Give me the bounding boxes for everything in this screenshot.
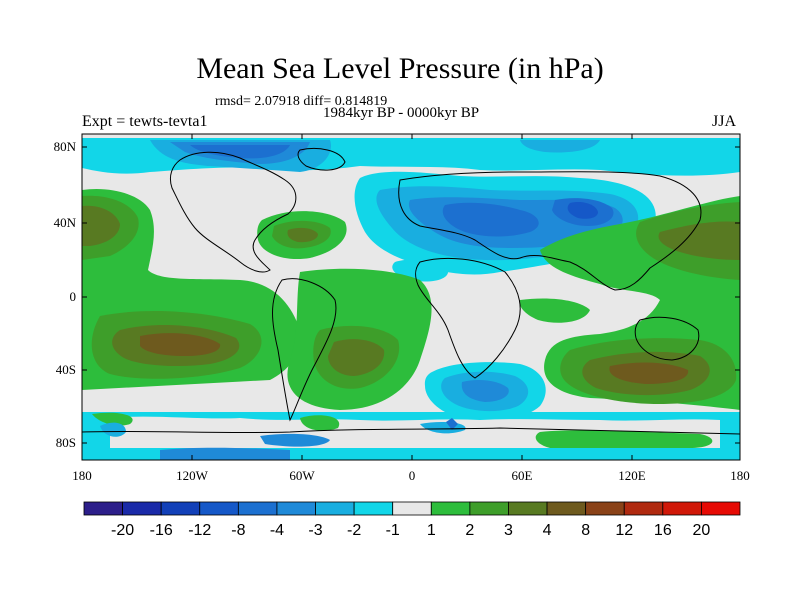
time-slice-subtitle: 1984kyr BP - 0000kyr BP: [323, 105, 480, 121]
colorbar-swatch: [508, 501, 548, 516]
colorbar-label: -2: [347, 522, 361, 539]
colorbar-swatch: [237, 501, 278, 516]
colorbar-swatch: [546, 501, 587, 516]
experiment-label: Expt = tewts-tevta1: [82, 113, 208, 130]
lon-label: 0: [409, 468, 416, 483]
colorbar-swatch: [585, 501, 625, 516]
colorbar-swatch: [623, 501, 664, 516]
colorbar-swatch: [199, 501, 239, 516]
colorbar-swatch: [160, 501, 201, 516]
greenland-outline: [297, 148, 346, 171]
lat-label: 40N: [54, 215, 77, 230]
rmsd-diff-stats: rmsd= 2.07918 diff= 0.814819: [215, 94, 388, 109]
colorbar-swatch: [392, 501, 432, 516]
plot-title: Mean Sea Level Pressure (in hPa): [196, 52, 604, 85]
south-america-outline: [272, 278, 337, 422]
colorbar-label: 1: [427, 522, 436, 539]
lat-label: 80S: [56, 435, 76, 450]
colorbar-swatch: [701, 501, 741, 516]
antarctica-outline: [82, 427, 740, 435]
lon-label: 180: [72, 468, 92, 483]
colorbar-label: -12: [188, 522, 211, 539]
eurasia-outline: [398, 171, 702, 291]
colorbar-labels: -20 -16 -12 -8 -4 -3 -2 -1 1 2 3 4 8 12 16 20: [111, 522, 710, 539]
colorbar-swatch: [662, 501, 702, 516]
africa-outline: [415, 257, 521, 379]
colorbar-label: -3: [308, 522, 322, 539]
colorbar-label: -20: [111, 522, 134, 539]
colorbar-swatch: [122, 501, 162, 516]
season-label: JJA: [712, 113, 737, 130]
lon-label: 120E: [618, 468, 646, 483]
colorbar-swatch: [83, 501, 123, 516]
pressure-field: [82, 134, 740, 460]
lon-label: 60E: [512, 468, 533, 483]
colorbar-label: 4: [543, 522, 552, 539]
lon-label: 180: [730, 468, 750, 483]
colorbar-label: -16: [150, 522, 173, 539]
lat-label: 0: [70, 289, 77, 304]
colorbar-label: 2: [465, 522, 474, 539]
latitude-labels: 80N 40N 0 40S 80S: [54, 139, 77, 450]
colorbar: [83, 501, 741, 516]
coastlines: [82, 148, 740, 435]
colorbar-label: -4: [270, 522, 284, 539]
australia-outline: [634, 316, 700, 361]
colorbar-swatch: [353, 501, 394, 516]
antarctic-low-anomaly: [82, 412, 740, 460]
axis-ticks: [81, 134, 741, 460]
colorbar-label: 8: [581, 522, 590, 539]
south-atlantic-low: [424, 362, 546, 421]
lon-label: 60W: [289, 468, 315, 483]
colorbar-label: 16: [654, 522, 672, 539]
colorbar-label: 20: [693, 522, 711, 539]
colorbar-label: -1: [386, 522, 400, 539]
lon-label: 120W: [176, 468, 209, 483]
colorbar-swatch: [315, 501, 355, 516]
colorbar-label: 12: [615, 522, 633, 539]
longitude-labels: 180 120W 60W 0 60E 120E 180: [72, 468, 750, 483]
lat-label: 80N: [54, 139, 77, 154]
positive-anomaly-regions: [82, 188, 740, 410]
colorbar-swatch: [469, 501, 509, 516]
arctic-low-anomaly: [82, 138, 740, 176]
colorbar-label: 3: [504, 522, 513, 539]
colorbar-swatch: [430, 501, 471, 516]
lat-label: 40S: [56, 362, 76, 377]
colorbar-swatch: [276, 501, 316, 516]
north-america-outline: [169, 151, 297, 273]
colorbar-label: -8: [231, 522, 245, 539]
